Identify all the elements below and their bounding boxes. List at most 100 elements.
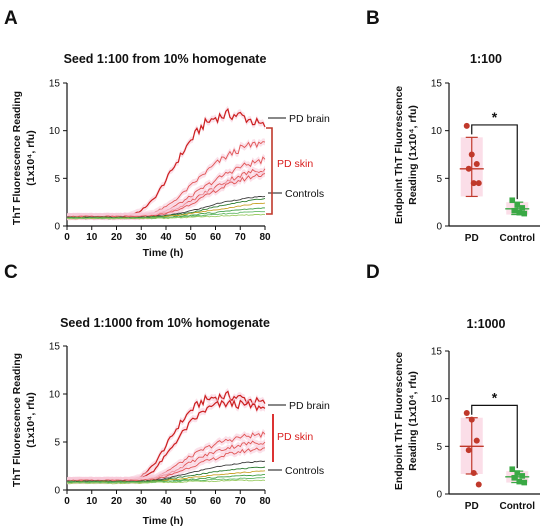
series-band bbox=[67, 170, 265, 221]
data-point bbox=[511, 474, 518, 481]
y-tick-label: 15 bbox=[49, 342, 61, 353]
x-tick-label: 40 bbox=[160, 496, 172, 507]
y-tick-label: 15 bbox=[431, 79, 443, 90]
x-tick-label: 10 bbox=[86, 232, 98, 243]
data-point bbox=[511, 207, 518, 214]
data-point bbox=[514, 202, 521, 208]
data-point bbox=[470, 470, 477, 477]
significance-bracket bbox=[471, 124, 518, 200]
data-point bbox=[509, 466, 516, 473]
annotation-pd-skin-a: PD skin bbox=[277, 158, 313, 170]
x-tick-label: 60 bbox=[210, 232, 222, 243]
annotation-pd-brain-c: PD brain bbox=[289, 400, 330, 412]
y-tick-label: 15 bbox=[431, 347, 443, 358]
data-point bbox=[465, 165, 472, 172]
panel-a: Seed 1:100 from 10% homogenate ThT Fluor… bbox=[11, 52, 330, 259]
plot-area-a: 0 10 20 30 40 50 60 70 80 0 5 10 15 bbox=[49, 79, 286, 243]
x-tick-label: 30 bbox=[136, 232, 148, 243]
panel-letter-c: C bbox=[4, 262, 18, 283]
annotation-pd-skin-c: PD skin bbox=[277, 431, 313, 443]
panel-letter-a: A bbox=[4, 8, 18, 29]
series-line-control bbox=[67, 477, 266, 484]
data-point bbox=[519, 473, 526, 479]
x-tick-label: 30 bbox=[136, 496, 148, 507]
chart-title-c: Seed 1:1000 from 10% homogenate bbox=[60, 316, 270, 330]
y-axis-label-c-line2: (1x10⁴, rfu) bbox=[25, 392, 37, 447]
x-tick-label: 50 bbox=[185, 496, 197, 507]
series-band bbox=[67, 388, 265, 485]
series-band bbox=[67, 428, 265, 485]
x-tick-label: 20 bbox=[111, 232, 123, 243]
data-point bbox=[521, 210, 528, 217]
y-axis-label-d-line1: Endpoint ThT Fluorescence bbox=[393, 352, 405, 490]
y-tick-label: 15 bbox=[49, 79, 61, 90]
category-label: Control bbox=[499, 501, 535, 512]
annotation-controls-a: Controls bbox=[285, 188, 324, 200]
data-point bbox=[475, 481, 482, 488]
panel-letter-b: B bbox=[366, 8, 380, 29]
y-tick-label: 5 bbox=[436, 442, 442, 453]
series-line-control bbox=[67, 466, 266, 483]
chart-title-d: 1:1000 bbox=[467, 317, 506, 331]
y-tick-label: 10 bbox=[49, 126, 61, 137]
category-label: PD bbox=[465, 501, 479, 512]
series-band bbox=[67, 397, 265, 485]
annotation-controls-c: Controls bbox=[285, 465, 324, 477]
y-axis-label-b-line2: Reading (1x10⁴, rfu) bbox=[407, 105, 419, 205]
y-axis-label-a-line1: ThT Fluorescence Reading bbox=[11, 91, 23, 225]
y-tick-label: 0 bbox=[436, 490, 442, 501]
data-point bbox=[516, 478, 523, 485]
y-tick-label: 10 bbox=[49, 390, 61, 401]
data-point bbox=[468, 416, 475, 423]
data-point bbox=[473, 437, 480, 444]
x-tick-label: 20 bbox=[111, 496, 123, 507]
y-axis-label-a-line2: (1x10⁴, rfu) bbox=[25, 130, 37, 185]
x-axis-label-a: Time (h) bbox=[143, 247, 184, 259]
data-point bbox=[521, 479, 528, 486]
data-point bbox=[473, 161, 480, 168]
panel-b: 1:100 Endpoint ThT Fluorescence Reading … bbox=[393, 52, 540, 244]
data-point bbox=[516, 209, 523, 216]
significance-star: * bbox=[492, 109, 498, 125]
series-line-skin bbox=[66, 447, 266, 482]
x-tick-label: 80 bbox=[259, 232, 271, 243]
x-axis-label-c: Time (h) bbox=[143, 515, 184, 527]
data-point bbox=[463, 122, 470, 129]
y-tick-label: 10 bbox=[431, 394, 443, 405]
y-tick-label: 0 bbox=[54, 486, 60, 497]
x-tick-label: 0 bbox=[64, 232, 70, 243]
series-line-control bbox=[66, 479, 266, 485]
category-label: PD bbox=[465, 233, 479, 244]
significance-star: * bbox=[492, 389, 498, 405]
panel-d: 1:1000 Endpoint ThT Fluorescence Reading… bbox=[393, 317, 540, 512]
x-tick-label: 70 bbox=[235, 496, 247, 507]
x-tick-label: 80 bbox=[259, 496, 271, 507]
y-tick-label: 10 bbox=[431, 126, 443, 137]
plot-area-d: 0 5 10 15 PD Control * bbox=[431, 347, 540, 512]
panel-c: Seed 1:1000 from 10% homogenate ThT Fluo… bbox=[11, 316, 330, 527]
y-tick-label: 5 bbox=[436, 174, 442, 185]
panel-letter-d: D bbox=[366, 262, 380, 283]
x-tick-label: 0 bbox=[64, 496, 70, 507]
data-point bbox=[509, 197, 516, 204]
y-axis-label-b-line1: Endpoint ThT Fluorescence bbox=[393, 86, 405, 224]
series-line-control bbox=[66, 213, 266, 220]
x-tick-label: 60 bbox=[210, 496, 222, 507]
x-tick-label: 10 bbox=[86, 496, 98, 507]
y-axis-label-d-line2: Reading (1x10⁴, rfu) bbox=[407, 371, 419, 471]
data-point bbox=[465, 447, 472, 454]
annotation-pd-brain-a: PD brain bbox=[289, 113, 330, 125]
y-tick-label: 0 bbox=[436, 222, 442, 233]
data-point bbox=[475, 180, 482, 187]
y-tick-label: 5 bbox=[54, 438, 60, 449]
category-label: Control bbox=[499, 233, 535, 244]
x-tick-label: 40 bbox=[160, 232, 172, 243]
significance-bracket bbox=[471, 404, 518, 469]
chart-title-a: Seed 1:100 from 10% homogenate bbox=[64, 52, 267, 66]
data-point bbox=[463, 409, 470, 416]
series-line-control bbox=[67, 197, 266, 219]
data-point bbox=[468, 151, 475, 158]
x-tick-label: 50 bbox=[185, 232, 197, 243]
plot-area-c: 0 10 20 30 40 50 60 70 80 0 5 10 15 bbox=[49, 342, 286, 507]
